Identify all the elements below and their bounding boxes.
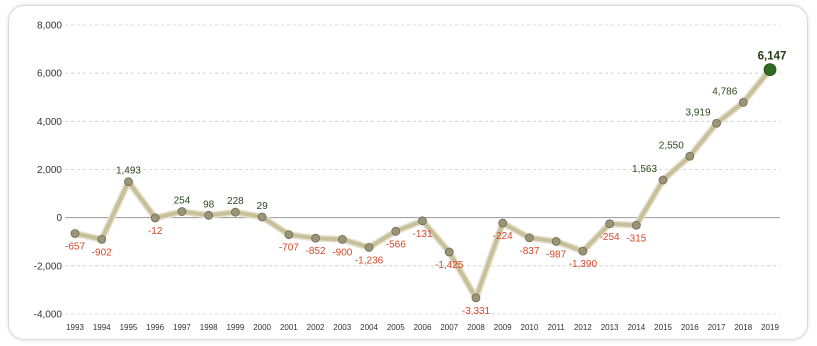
data-label: 254 — [174, 196, 191, 207]
data-label: 1,493 — [116, 166, 141, 177]
data-label: 3,919 — [686, 107, 711, 118]
data-point — [712, 118, 721, 128]
data-label: 2,550 — [659, 140, 684, 151]
x-tick-label: 2006 — [414, 323, 432, 332]
y-tick-label: 8,000 — [37, 21, 62, 32]
data-point — [498, 218, 508, 228]
x-tick-label: 2003 — [333, 323, 351, 332]
x-tick-label: 2000 — [253, 323, 271, 332]
x-tick-label: 1998 — [200, 323, 218, 332]
data-point — [631, 220, 641, 230]
x-tick-label: 2008 — [467, 323, 485, 332]
data-label: -254 — [600, 232, 620, 243]
data-label: -837 — [519, 246, 539, 257]
data-label: -1,236 — [355, 255, 384, 266]
data-label: -902 — [92, 247, 112, 258]
x-tick-label: 2011 — [548, 323, 566, 332]
data-point — [444, 247, 454, 257]
x-tick-label: 2005 — [387, 323, 405, 332]
x-tick-label: 1995 — [120, 323, 138, 332]
data-label: -315 — [626, 233, 646, 244]
data-point-highlight — [763, 63, 777, 77]
x-tick-label: 2015 — [654, 323, 672, 332]
x-tick-label: 2009 — [494, 323, 512, 332]
data-label: -12 — [148, 226, 163, 237]
data-point — [150, 213, 160, 223]
series-line-path — [73, 67, 772, 300]
y-tick-label: 2,000 — [37, 165, 62, 176]
series-line — [71, 66, 774, 302]
x-tick-label: 2002 — [307, 323, 325, 332]
x-tick-label: 2014 — [627, 323, 645, 332]
data-label: 4,786 — [712, 86, 737, 97]
x-tick-label: 1993 — [66, 323, 84, 332]
data-point — [230, 207, 240, 217]
data-point — [204, 210, 214, 220]
data-point — [551, 237, 561, 246]
data-label: -852 — [306, 246, 326, 257]
data-label: 1,563 — [632, 164, 657, 175]
x-tick-label: 2004 — [360, 323, 378, 332]
data-point — [658, 175, 668, 185]
data-point — [284, 230, 294, 240]
data-label: -1,390 — [569, 259, 598, 270]
data-label: 228 — [227, 196, 244, 207]
data-label: -131 — [412, 229, 432, 240]
x-tick-label: 2010 — [521, 323, 539, 332]
data-point — [70, 229, 80, 238]
series-line-shadow — [71, 66, 774, 302]
x-axis-ticks: 1993 1994 1995 1996 1997 1998 1999 2000 2001 2002… — [66, 323, 779, 332]
data-label: -1,425 — [435, 260, 464, 271]
x-tick-label: 2017 — [708, 323, 726, 332]
data-label: -566 — [386, 239, 406, 250]
y-tick-label: 4,000 — [37, 117, 62, 128]
data-label: -3,331 — [462, 306, 491, 317]
y-tick-label: 6,000 — [37, 69, 62, 80]
y-tick-label: 0 — [56, 213, 62, 224]
series-markers — [70, 63, 777, 303]
x-tick-label: 2018 — [734, 323, 752, 332]
x-tick-label: 2013 — [601, 323, 619, 332]
x-tick-label: 1996 — [146, 323, 164, 332]
x-tick-label: 2016 — [681, 323, 699, 332]
data-label: -987 — [546, 249, 566, 260]
x-tick-label: 2019 — [761, 323, 779, 332]
data-point — [738, 98, 748, 107]
data-point — [605, 219, 615, 229]
y-tick-label: -2,000 — [34, 261, 63, 272]
data-point — [418, 216, 427, 226]
x-tick-label: 1999 — [226, 323, 244, 332]
x-tick-label: 1994 — [93, 323, 111, 332]
data-label: -900 — [332, 247, 352, 258]
data-point — [471, 293, 481, 303]
data-label: 6,147 — [758, 51, 787, 63]
data-point — [391, 226, 401, 236]
data-label: -707 — [279, 243, 299, 254]
y-tick-label: -4,000 — [34, 310, 63, 321]
x-tick-label: 2007 — [440, 323, 458, 332]
data-label: -224 — [493, 231, 513, 242]
y-axis-ticks: 8,000 6,000 4,000 2,000 0 -2,000 -4,000 — [34, 21, 63, 321]
x-tick-label: 1997 — [173, 323, 191, 332]
x-tick-label: 2001 — [280, 323, 298, 332]
data-point — [124, 177, 133, 187]
data-label: 98 — [203, 199, 215, 210]
x-tick-label: 2012 — [574, 323, 592, 332]
data-point — [311, 233, 320, 243]
data-point — [97, 234, 107, 244]
data-point — [177, 207, 187, 216]
data-point — [257, 212, 267, 222]
data-point — [525, 233, 534, 243]
data-point — [364, 243, 374, 252]
data-label: 29 — [257, 201, 269, 212]
data-label: -657 — [65, 241, 85, 252]
data-point — [685, 151, 695, 161]
data-point — [578, 246, 588, 256]
data-point — [337, 234, 347, 244]
